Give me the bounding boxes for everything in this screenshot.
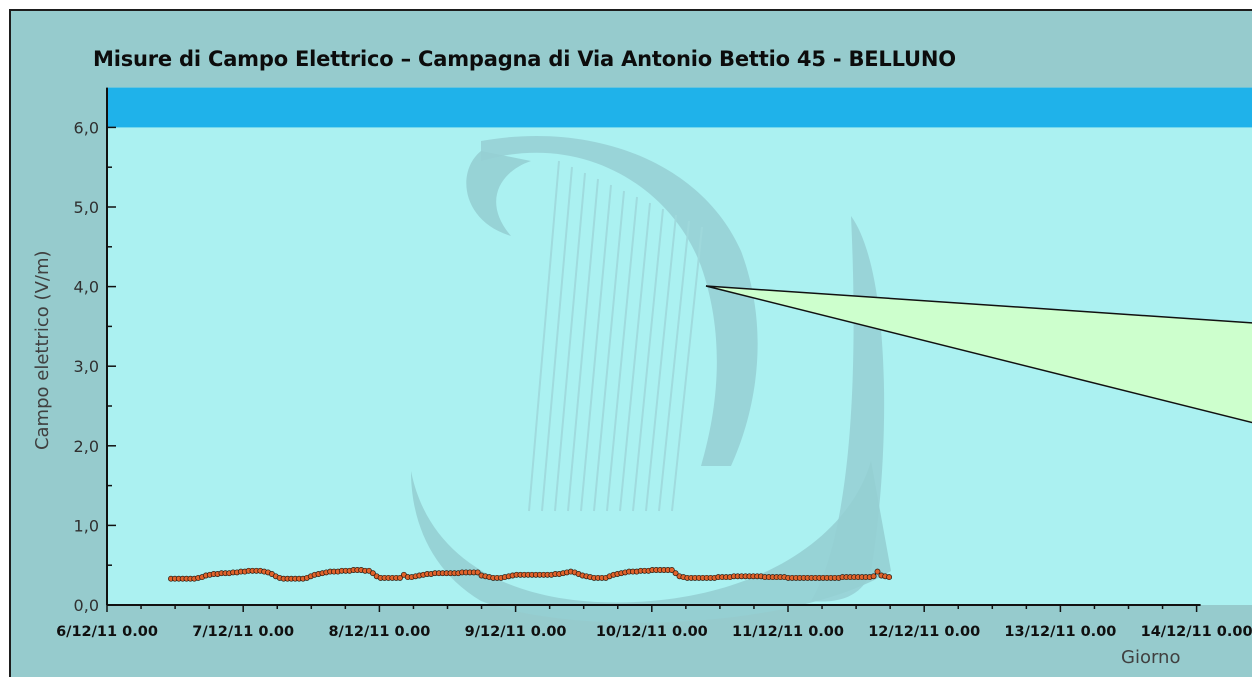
x-tick-label: 11/12/11 0.00 <box>732 624 844 640</box>
data-point <box>886 574 893 581</box>
harp-string <box>658 220 690 512</box>
electric-field-chart: 0,0 1,0 2,0 3,0 4,0 5,0 6,0 6/12/11 0.00 7/12/1… <box>32 87 1252 668</box>
y-tick-label: 4,0 <box>74 278 99 297</box>
harp-string <box>567 178 599 512</box>
x-tick-label: 6/12/11 0.00 <box>56 624 158 640</box>
harp-string <box>528 160 560 512</box>
data-point <box>870 573 877 580</box>
chart-title: Misure di Campo Elettrico – Campagna di … <box>93 47 956 71</box>
y-tick-label: 2,0 <box>74 437 99 456</box>
harp-string <box>619 202 651 512</box>
harp-string <box>593 190 625 512</box>
data-point <box>668 567 675 573</box>
x-axis-label: Giorno <box>1121 647 1180 668</box>
harp-string <box>606 196 638 512</box>
y-tick-label: 3,0 <box>74 357 99 376</box>
harp-string <box>645 214 677 512</box>
y-tick-label: 6,0 <box>74 118 99 137</box>
harp-string <box>580 184 612 512</box>
x-tick-label: 12/12/11 0.00 <box>868 624 980 640</box>
chart-frame: 0,0 1,0 2,0 3,0 4,0 5,0 6,0 6/12/11 0.00 7/12/1… <box>9 9 1252 677</box>
data-point <box>369 570 376 577</box>
limit-band <box>107 87 1252 128</box>
x-tick-label: 9/12/11 0.00 <box>465 624 567 640</box>
series-points <box>168 567 893 582</box>
y-tick-label: 5,0 <box>74 198 99 217</box>
harp-string <box>554 172 586 512</box>
x-tick-label: 10/12/11 0.00 <box>596 624 708 640</box>
y-tick-label: 1,0 <box>74 516 99 535</box>
x-axis-ticks: 6/12/11 0.00 7/12/11 0.00 8/12/11 0.00 9/12… <box>56 605 1252 640</box>
data-point <box>874 568 881 575</box>
data-point <box>397 574 403 581</box>
harp-string <box>632 208 664 512</box>
harp-string <box>671 226 703 512</box>
harp-base <box>411 461 891 623</box>
harp-string <box>541 166 573 512</box>
harp-scroll <box>466 151 531 236</box>
harp-neck <box>481 135 758 467</box>
axes <box>106 87 1201 606</box>
data-point <box>474 569 481 576</box>
y-tick-label: 0,0 <box>74 596 99 615</box>
callout-pointer <box>705 285 1252 424</box>
data-point <box>672 570 679 577</box>
x-tick-label: 8/12/11 0.00 <box>328 624 430 640</box>
x-tick-label: 14/12/11 0.00 <box>1141 624 1252 640</box>
y-axis-label: Campo elettrico (V/m) <box>32 251 53 451</box>
x-tick-label: 13/12/11 0.00 <box>1004 624 1116 640</box>
y-axis-ticks: 0,0 1,0 2,0 3,0 4,0 5,0 6,0 <box>74 118 116 615</box>
x-tick-label: 7/12/11 0.00 <box>192 624 294 640</box>
